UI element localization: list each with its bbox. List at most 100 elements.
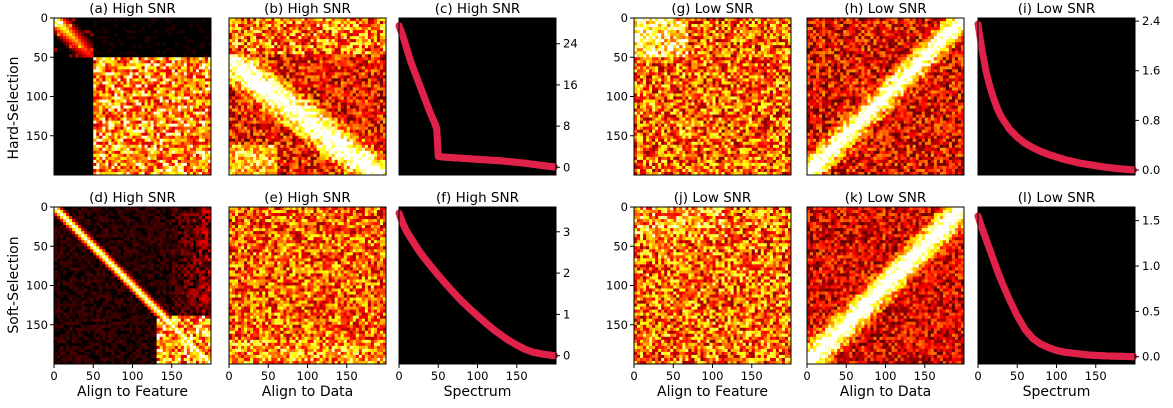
heatmap-cell: [337, 60, 342, 64]
heatmap-cell: [358, 93, 363, 97]
heatmap-cell: [310, 153, 314, 158]
heatmap-cell: [171, 156, 176, 161]
heatmap-cell: [370, 99, 375, 103]
heatmap-cell: [147, 123, 151, 127]
heatmap-cell: [358, 150, 363, 155]
heatmap-cell: [268, 42, 272, 46]
heatmap-cell: [162, 87, 167, 91]
heatmap-cell: [235, 30, 239, 34]
heatmap-cell: [280, 33, 284, 37]
heatmap-cell: [105, 60, 109, 64]
heatmap-cell: [301, 108, 305, 112]
heatmap-cell: [382, 42, 387, 46]
heatmap-cell: [286, 63, 290, 67]
heatmap-cell: [111, 84, 115, 88]
heatmap-cell: [159, 117, 163, 121]
heatmap-cell: [99, 111, 103, 115]
heatmap-cell: [180, 135, 185, 140]
heatmap-cell: [262, 39, 266, 43]
heatmap-cell: [289, 120, 293, 124]
heatmap-cell: [370, 147, 375, 152]
heatmap-cell: [171, 57, 176, 61]
heatmap-cell: [322, 60, 326, 64]
heatmap-cell: [376, 27, 381, 31]
heatmap-cell: [253, 27, 257, 31]
heatmap-cell: [207, 90, 212, 94]
heatmap-cell: [652, 18, 656, 22]
heatmap-cell: [349, 111, 354, 115]
heatmap-cell: [349, 108, 354, 112]
heatmap-cell: [334, 48, 338, 52]
heatmap-cell: [162, 72, 167, 76]
heatmap-cell: [286, 165, 290, 170]
heatmap-cell: [307, 66, 311, 70]
heatmap-cell: [679, 24, 683, 28]
heatmap-cell: [265, 66, 269, 70]
heatmap-cell: [319, 150, 323, 155]
heatmap-cell: [232, 102, 236, 106]
heatmap-cell: [304, 30, 308, 34]
heatmap-cell: [123, 126, 127, 131]
heatmap-cell: [265, 18, 269, 22]
heatmap-cell: [114, 150, 118, 155]
heatmap-cell: [376, 156, 381, 161]
heatmap-cell: [301, 153, 305, 158]
heatmap-cell: [700, 21, 704, 25]
heatmap-cell: [241, 129, 245, 134]
heatmap-cell: [274, 69, 278, 73]
heatmap-cell: [147, 99, 151, 103]
heatmap-cell: [105, 105, 109, 109]
heatmap-cell: [340, 18, 345, 22]
heatmap-cell: [325, 39, 329, 43]
ytick-label: 24: [563, 37, 578, 51]
heatmap-cell: [126, 135, 130, 140]
heatmap-cell: [352, 150, 357, 155]
heatmap-cell: [340, 105, 345, 109]
heatmap-cell: [304, 33, 308, 37]
heatmap-cell: [168, 96, 173, 100]
heatmap-cell: [727, 24, 731, 28]
heatmap-cell: [271, 54, 275, 58]
heatmap-cell: [165, 78, 170, 82]
heatmap-cell: [310, 84, 314, 88]
heatmap-cell: [277, 117, 281, 121]
heatmap-cell: [349, 45, 354, 49]
heatmap-cell: [286, 111, 290, 115]
heatmap-cell: [283, 54, 287, 58]
heatmap-cell: [186, 84, 191, 88]
heatmap-cell: [274, 168, 278, 173]
heatmap-cell: [174, 129, 179, 134]
heatmap-cell: [207, 156, 212, 161]
heatmap-cell: [150, 138, 154, 143]
heatmap-cell: [295, 84, 299, 88]
heatmap-cell: [241, 147, 245, 152]
heatmap-cell: [301, 168, 305, 173]
heatmap-cell: [63, 39, 67, 43]
heatmap-cell: [198, 78, 203, 82]
heatmap-cell: [727, 18, 731, 22]
heatmap-cell: [132, 120, 136, 124]
heatmap-cell: [93, 81, 97, 85]
heatmap-cell: [192, 171, 197, 176]
heatmap-cell: [265, 153, 269, 158]
heatmap-cell: [343, 156, 348, 161]
heatmap-cell: [313, 120, 317, 124]
heatmap-cell: [259, 153, 263, 158]
heatmap-cell: [265, 78, 269, 82]
heatmap-cell: [271, 150, 275, 155]
heatmap-cell: [265, 81, 269, 85]
heatmap-cell: [319, 39, 323, 43]
heatmap-cell: [174, 150, 179, 155]
heatmap-cell: [256, 81, 260, 85]
heatmap-cell: [232, 81, 236, 85]
heatmap-cell: [114, 69, 118, 73]
heatmap-cell: [367, 165, 372, 170]
heatmap-cell: [310, 48, 314, 52]
heatmap-cell: [129, 150, 133, 155]
heatmap-cell: [229, 150, 233, 155]
heatmap-cell: [54, 18, 58, 22]
heatmap-cell: [310, 147, 314, 152]
heatmap-cell: [141, 147, 145, 152]
heatmap-cell: [355, 147, 360, 152]
heatmap-cell: [325, 45, 329, 49]
